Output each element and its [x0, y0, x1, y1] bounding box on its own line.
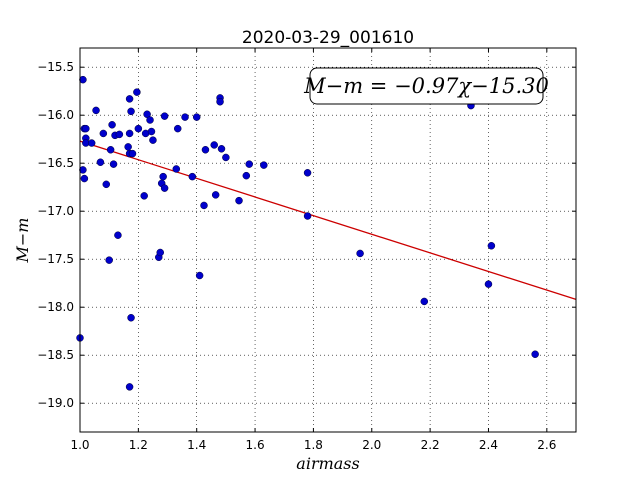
data-point [211, 191, 220, 199]
data-point [99, 129, 108, 138]
data-point [484, 280, 493, 288]
data-point [105, 256, 113, 264]
data-point [210, 141, 218, 149]
data-point [245, 160, 253, 168]
plot-background [80, 48, 576, 432]
data-point [201, 146, 210, 154]
data-point [172, 165, 181, 173]
data-point [87, 139, 96, 147]
y-axis-tick-labels: −15.5 −16.0 −16.5 −17.0 −17.5 −18.0 −18.5 −19.0 [37, 60, 74, 410]
data-point [156, 248, 164, 257]
tick-marks [79, 48, 576, 432]
data-point [114, 231, 122, 239]
data-point [147, 127, 156, 136]
data-point [134, 124, 143, 133]
data-point [108, 121, 116, 129]
plot-frame [79, 47, 577, 433]
data-point [303, 169, 312, 177]
x-tick-label: 1.6 [246, 438, 265, 452]
data-point [242, 171, 251, 180]
data-point [115, 130, 124, 139]
plot-area [76, 47, 577, 433]
data-point [79, 75, 87, 84]
y-tick-label: −16.5 [37, 156, 74, 170]
y-tick-label: −15.5 [37, 60, 74, 74]
data-point [96, 158, 105, 166]
x-tick-label: 1.2 [129, 438, 148, 452]
data-point [80, 174, 89, 183]
y-tick-label: −17.0 [37, 204, 74, 218]
data-point [146, 116, 154, 124]
fit-equation-annotation: M−m = −0.97χ−15.30 [303, 67, 549, 105]
data-point [181, 113, 189, 121]
data-point [159, 172, 167, 181]
fit-line-layer [79, 140, 577, 301]
data-point [303, 212, 312, 220]
data-point [92, 106, 100, 115]
data-point [79, 166, 87, 174]
data-point [192, 113, 201, 121]
data-point [102, 180, 111, 189]
data-point [487, 242, 496, 250]
y-tick-label: −19.0 [37, 396, 74, 410]
x-tick-label: 1.0 [70, 438, 89, 452]
data-point [106, 146, 115, 154]
data-point [140, 192, 148, 200]
data-point [222, 153, 230, 162]
data-point [125, 129, 134, 138]
x-tick-label: 1.8 [304, 438, 323, 452]
data-point [216, 98, 224, 106]
y-tick-label: −17.5 [37, 252, 74, 266]
data-point [125, 95, 134, 103]
data-point [127, 314, 135, 322]
x-tick-label: 2.6 [537, 438, 556, 452]
y-tick-label: −16.0 [37, 108, 74, 122]
data-point [420, 297, 429, 306]
data-point [133, 88, 141, 96]
data-point [260, 161, 268, 169]
fit-line [79, 140, 577, 301]
data-point [128, 149, 137, 158]
fit-equation-text: M−m = −0.97χ−15.30 [303, 74, 549, 98]
grid-lines [79, 48, 576, 432]
data-point [127, 107, 135, 116]
data-point [217, 145, 226, 153]
x-tick-label: 1.4 [187, 438, 206, 452]
data-point [160, 112, 169, 120]
data-point [195, 271, 204, 280]
x-axis-label: airmass [296, 454, 359, 473]
data-point [200, 201, 208, 210]
data-point [149, 136, 157, 144]
x-tick-label: 2.4 [479, 438, 498, 452]
data-point [531, 350, 539, 358]
y-tick-label: −18.0 [37, 300, 74, 314]
chart-title: 2020-03-29_001610 [242, 28, 414, 48]
data-point [109, 160, 118, 168]
y-axis-label: M−m [13, 218, 32, 264]
data-point [82, 124, 90, 133]
data-point [173, 124, 182, 133]
data-point [356, 249, 364, 258]
x-tick-label: 2.2 [421, 438, 440, 452]
data-points [76, 75, 539, 391]
data-point [235, 196, 243, 205]
data-point [160, 184, 169, 192]
annotation-frame [309, 67, 544, 105]
data-point [125, 383, 134, 391]
y-tick-label: −18.5 [37, 348, 74, 362]
x-tick-label: 2.0 [362, 438, 381, 452]
data-point [188, 172, 197, 181]
data-point [124, 143, 132, 151]
x-axis-tick-labels: 1.0 1.2 1.4 1.6 1.8 2.0 2.2 2.4 2.6 [70, 438, 556, 452]
